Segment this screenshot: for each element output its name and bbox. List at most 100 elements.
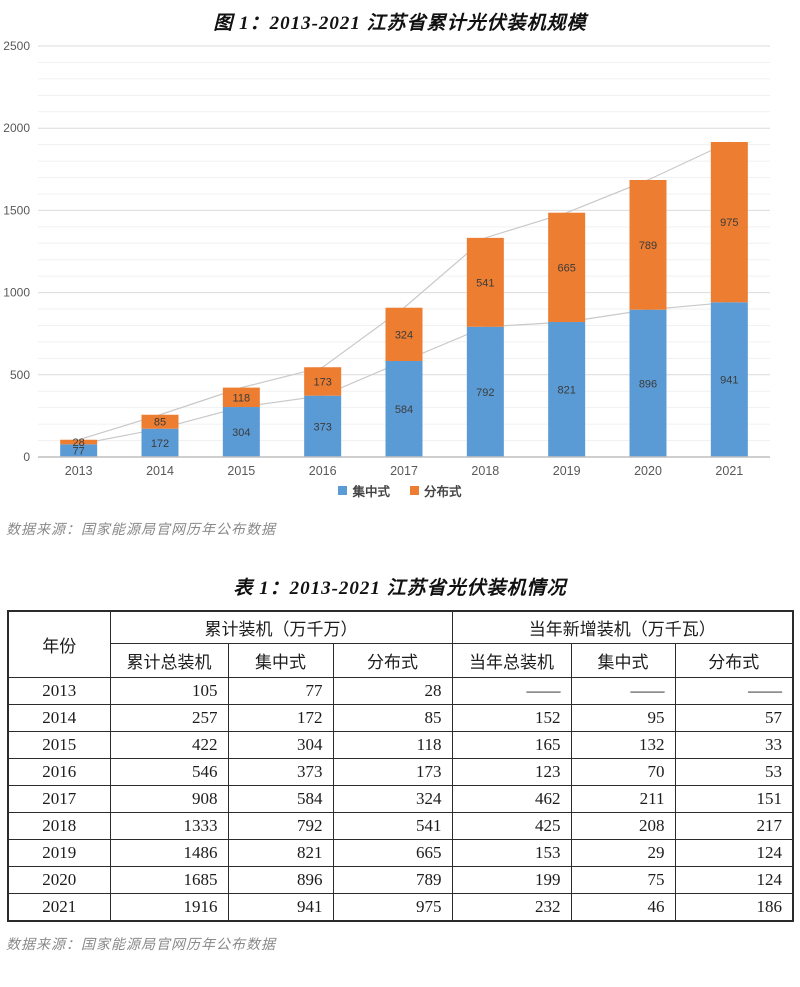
chart-legend: 集中式 分布式 — [0, 481, 800, 499]
bar-segment-centralized — [60, 444, 98, 457]
value-cell: 821 — [227, 839, 334, 867]
legend-label: 分布式 — [424, 484, 462, 499]
bar-segment-centralized — [548, 322, 586, 457]
year-cell: 2016 — [7, 758, 111, 786]
bar-value-label: 28 — [73, 437, 85, 449]
bar-segment-distributed — [304, 367, 342, 396]
table-row: 2021 1916 941 975 232 46 186 — [7, 893, 794, 921]
bar-segment-distributed — [548, 212, 586, 323]
value-cell: 53 — [674, 758, 794, 786]
x-axis-label: 2019 — [553, 464, 581, 478]
bar-value-label: 541 — [476, 277, 494, 289]
y-axis-tick-label: 1000 — [3, 286, 30, 300]
value-cell: 85 — [332, 704, 453, 732]
table-body: 2013 105 77 28 —— —— —— 2014 257 172 85 152 95 57 2015… — [7, 677, 794, 921]
chart-source-note: 数据来源：国家能源局官网历年公布数据 — [6, 523, 276, 538]
table-title: 表 1：2013-2021 江苏省光伏装机情况 — [233, 578, 567, 599]
value-cell: 975 — [332, 893, 453, 921]
year-cell: 2019 — [7, 839, 111, 867]
value-cell: —— — [674, 677, 794, 705]
header-cumulative-centralized: 集中式 — [227, 643, 334, 678]
value-cell: 208 — [570, 812, 676, 840]
bar-segment-distributed — [710, 142, 748, 303]
value-cell: 153 — [451, 839, 572, 867]
value-cell: 70 — [570, 758, 676, 786]
value-cell: 57 — [674, 704, 794, 732]
table-row: 2016 546 373 173 123 70 53 — [7, 758, 794, 786]
value-cell: 211 — [570, 785, 676, 813]
value-cell: 1685 — [109, 866, 229, 894]
value-cell: 1333 — [109, 812, 229, 840]
value-cell: 29 — [570, 839, 676, 867]
bar-segment-distributed — [629, 179, 667, 310]
bar-segment-centralized — [466, 326, 504, 457]
x-axis-label: 2015 — [227, 464, 255, 478]
bar-value-label: 821 — [557, 385, 575, 397]
bar-value-label: 792 — [476, 387, 494, 399]
legend-swatch-orange-icon — [410, 485, 419, 495]
value-cell: 172 — [227, 704, 334, 732]
bar-segment-distributed — [385, 307, 423, 361]
bar-value-label: 173 — [313, 376, 331, 388]
bar-value-label: 975 — [720, 217, 738, 229]
bar-value-label: 324 — [395, 329, 413, 341]
value-cell: 95 — [570, 704, 676, 732]
table-row: 2017 908 584 324 462 211 151 — [7, 785, 794, 813]
year-cell: 2017 — [7, 785, 111, 813]
y-axis-tick-label: 500 — [10, 368, 30, 382]
y-axis-tick-label: 0 — [23, 450, 30, 464]
value-cell: 546 — [109, 758, 229, 786]
bar-value-label: 118 — [233, 392, 251, 404]
bar-segment-distributed — [60, 439, 98, 445]
value-cell: 584 — [227, 785, 334, 813]
value-cell: 462 — [451, 785, 572, 813]
bar-segment-centralized — [385, 360, 423, 457]
value-cell: 908 — [109, 785, 229, 813]
x-axis-label: 2013 — [65, 464, 93, 478]
bar-value-label: 85 — [154, 417, 166, 429]
value-cell: 324 — [332, 785, 453, 813]
value-cell: 792 — [227, 812, 334, 840]
year-cell: 2021 — [7, 893, 111, 921]
x-axis-label: 2020 — [634, 464, 662, 478]
year-cell: 2018 — [7, 812, 111, 840]
value-cell: 118 — [332, 731, 453, 759]
value-cell: 199 — [451, 866, 572, 894]
bar-value-label: 665 — [557, 262, 575, 274]
header-group-new: 当年新增装机（万千瓦） — [451, 610, 794, 644]
table-row: 2015 422 304 118 165 132 33 — [7, 731, 794, 759]
value-cell: 186 — [674, 893, 794, 921]
value-cell: 173 — [332, 758, 453, 786]
value-cell: 105 — [109, 677, 229, 705]
header-new-distributed: 分布式 — [674, 643, 794, 678]
value-cell: 33 — [674, 731, 794, 759]
table-source-note: 数据来源：国家能源局官网历年公布数据 — [6, 937, 276, 953]
value-cell: 165 — [451, 731, 572, 759]
value-cell: 789 — [332, 866, 453, 894]
bar-value-label: 172 — [151, 438, 169, 450]
table-row: 2013 105 77 28 —— —— —— — [7, 677, 794, 705]
value-cell: 123 — [451, 758, 572, 786]
bar-segment-distributed — [141, 414, 179, 429]
header-cumulative-distributed: 分布式 — [332, 643, 453, 678]
value-cell: 46 — [570, 893, 676, 921]
y-axis-tick-label: 1500 — [3, 203, 30, 217]
year-cell: 2015 — [7, 731, 111, 759]
stacked-bar-chart: 77 28 2013 172 85 2014 304 118 2015 373 173 2016 584… — [0, 39, 800, 481]
value-cell: 541 — [332, 812, 453, 840]
value-cell: 75 — [570, 866, 676, 894]
legend-label: 集中式 — [352, 484, 390, 499]
year-cell: 2020 — [7, 866, 111, 894]
header-year: 年份 — [7, 610, 111, 678]
bar-value-label: 77 — [73, 446, 85, 458]
value-cell: 217 — [674, 812, 794, 840]
value-cell: 425 — [451, 812, 572, 840]
value-cell: 77 — [227, 677, 334, 705]
legend-swatch-blue-icon — [338, 485, 348, 495]
bar-value-label: 896 — [639, 378, 657, 390]
bar-segment-centralized — [629, 309, 667, 457]
bar-segment-centralized — [710, 302, 748, 457]
bar-value-label: 304 — [232, 427, 250, 439]
x-axis-label: 2014 — [146, 464, 174, 478]
